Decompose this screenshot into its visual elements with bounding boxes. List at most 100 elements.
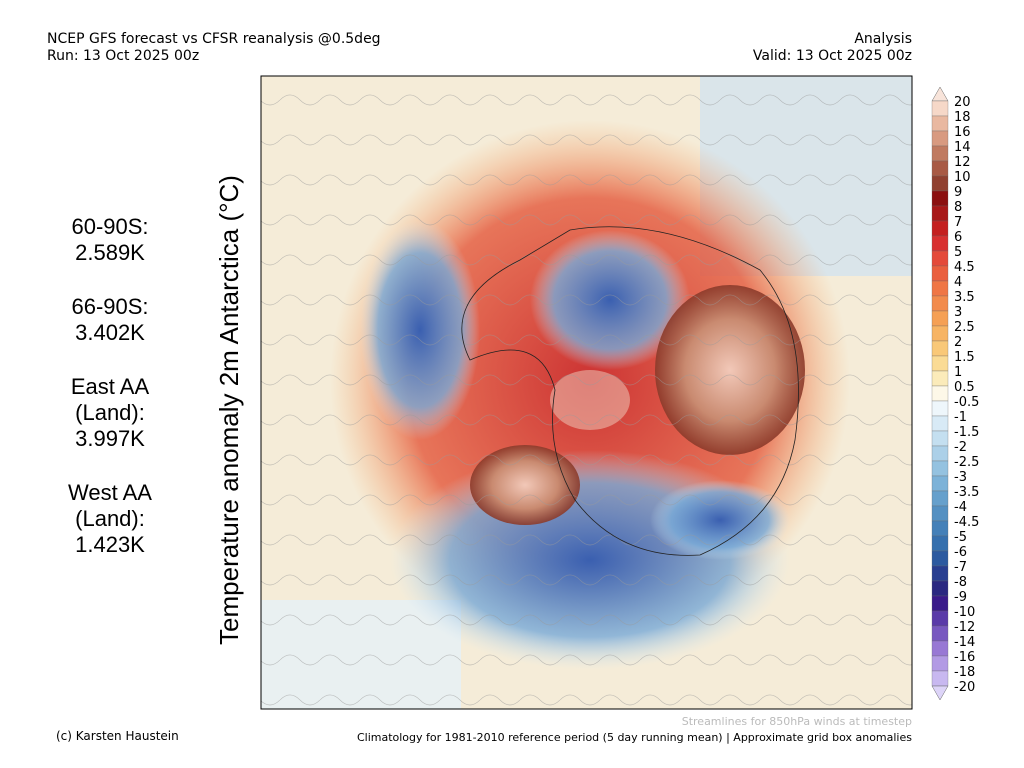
colorbar-label: -14 bbox=[954, 635, 975, 650]
colorbar-label: -2.5 bbox=[954, 455, 979, 470]
colorbar-label: -1.5 bbox=[954, 425, 979, 440]
colorbar-bin bbox=[931, 190, 949, 207]
stat-value: 3.997K bbox=[75, 426, 145, 451]
colorbar-bin bbox=[931, 235, 949, 252]
colorbar-bin bbox=[931, 415, 949, 432]
colorbar-bin bbox=[931, 430, 949, 447]
product-kind: Analysis bbox=[854, 31, 912, 47]
colorbar-label: 20 bbox=[954, 95, 971, 110]
colorbar-bin bbox=[931, 160, 949, 177]
colorbar-label: -4 bbox=[954, 500, 967, 515]
stat-value: 3.402K bbox=[75, 320, 145, 345]
colorbar-bin bbox=[931, 250, 949, 267]
stat-region: (Land): bbox=[75, 400, 145, 425]
colorbar-bin bbox=[931, 610, 949, 627]
stat-region: East AA bbox=[70, 374, 150, 399]
colorbar-label: -3.5 bbox=[954, 485, 979, 500]
credit: (c) Karsten Haustein bbox=[56, 729, 179, 743]
colorbar-label: 4 bbox=[954, 275, 962, 290]
colorbar-end bbox=[931, 685, 949, 701]
colorbar-bin bbox=[931, 145, 949, 162]
colorbar-label: 18 bbox=[954, 110, 971, 125]
anomaly-map bbox=[261, 76, 912, 709]
colorbar-label: 4.5 bbox=[954, 260, 975, 275]
colorbar-label: 14 bbox=[954, 140, 971, 155]
colorbar-bin bbox=[931, 655, 949, 672]
map-frame bbox=[260, 75, 913, 710]
colorbar-label: 7 bbox=[954, 215, 962, 230]
colorbar-label: -4.5 bbox=[954, 515, 979, 530]
colorbar-bin bbox=[931, 640, 949, 657]
colorbar-bin bbox=[931, 280, 949, 297]
colorbar-bin bbox=[931, 295, 949, 312]
colorbar-bin bbox=[931, 460, 949, 477]
colorbar-end bbox=[931, 86, 949, 102]
colorbar-label: 1 bbox=[954, 365, 962, 380]
colorbar-bin bbox=[931, 220, 949, 237]
climatology-note: Climatology for 1981-2010 reference peri… bbox=[356, 731, 912, 744]
colorbar-label: -0.5 bbox=[954, 395, 979, 410]
colorbar-label: 0.5 bbox=[954, 380, 975, 395]
colorbar-label: -10 bbox=[954, 605, 975, 620]
colorbar-bin bbox=[931, 475, 949, 492]
colorbar-bin bbox=[931, 565, 949, 582]
colorbar-label: -9 bbox=[954, 590, 967, 605]
stat-region: 66-90S: bbox=[71, 294, 149, 319]
colorbar-label: 6 bbox=[954, 230, 962, 245]
colorbar-bin bbox=[931, 370, 949, 387]
colorbar-bin bbox=[931, 205, 949, 222]
stat-region: West AA bbox=[68, 480, 152, 505]
colorbar-bin bbox=[931, 115, 949, 132]
colorbar-label: -1 bbox=[954, 410, 967, 425]
stat-value: 2.589K bbox=[75, 240, 145, 265]
colorbar-bin bbox=[931, 310, 949, 327]
colorbar-bin bbox=[931, 265, 949, 282]
colorbar-bin bbox=[931, 400, 949, 417]
colorbar-bin bbox=[931, 100, 949, 117]
colorbar-label: -3 bbox=[954, 470, 967, 485]
colorbar-label: 5 bbox=[954, 245, 962, 260]
colorbar-bin bbox=[931, 325, 949, 342]
colorbar-bin bbox=[931, 385, 949, 402]
stat-region: (Land): bbox=[75, 506, 145, 531]
colorbar-label: -8 bbox=[954, 575, 967, 590]
colorbar-bin bbox=[931, 670, 949, 687]
axis-label: Temperature anomaly 2m Antarctica (°C) bbox=[214, 175, 244, 645]
colorbar-label: 12 bbox=[954, 155, 971, 170]
colorbar-label: 2 bbox=[954, 335, 962, 350]
colorbar-label: -12 bbox=[954, 620, 975, 635]
title: NCEP GFS forecast vs CFSR reanalysis @0.… bbox=[47, 31, 381, 47]
colorbar-label: -2 bbox=[954, 440, 967, 455]
valid-time: Valid: 13 Oct 2025 00z bbox=[752, 48, 912, 64]
colorbar-bin bbox=[931, 340, 949, 357]
colorbar-bin bbox=[931, 445, 949, 462]
colorbar-bin bbox=[931, 355, 949, 372]
colorbar-label: 8 bbox=[954, 200, 962, 215]
colorbar-label: 3.5 bbox=[954, 290, 975, 305]
colorbar-label: -6 bbox=[954, 545, 967, 560]
colorbar-label: 9 bbox=[954, 185, 962, 200]
colorbar-label: 1.5 bbox=[954, 350, 975, 365]
colorbar-label: -18 bbox=[954, 665, 975, 680]
colorbar-label: -5 bbox=[954, 530, 967, 545]
colorbar: 201816141210987654.543.532.521.510.5-0.5… bbox=[931, 86, 979, 701]
run-time: Run: 13 Oct 2025 00z bbox=[47, 48, 200, 64]
colorbar-bin bbox=[931, 520, 949, 537]
colorbar-bin bbox=[931, 550, 949, 567]
colorbar-bin bbox=[931, 580, 949, 597]
colorbar-label: -16 bbox=[954, 650, 975, 665]
streamlines-note: Streamlines for 850hPa winds at timestep bbox=[681, 715, 912, 728]
colorbar-label: 16 bbox=[954, 125, 971, 140]
colorbar-label: -20 bbox=[954, 680, 975, 695]
colorbar-bin bbox=[931, 130, 949, 147]
stat-value: 1.423K bbox=[75, 532, 145, 557]
colorbar-bin bbox=[931, 490, 949, 507]
colorbar-bin bbox=[931, 505, 949, 522]
colorbar-label: 10 bbox=[954, 170, 971, 185]
colorbar-bin bbox=[931, 625, 949, 642]
colorbar-bin bbox=[931, 535, 949, 552]
colorbar-label: 3 bbox=[954, 305, 962, 320]
colorbar-bin bbox=[931, 595, 949, 612]
